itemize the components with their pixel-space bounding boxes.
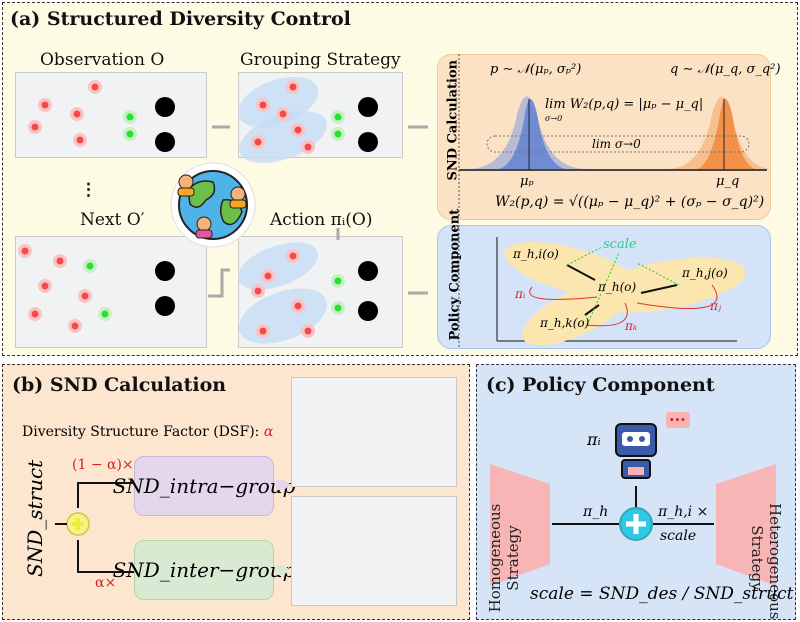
one-minus-alpha-label: (1 − α)× [72, 457, 134, 473]
pi-hj-label: π_h,j(o) [682, 266, 728, 280]
lim-label: lim σ→0 [592, 137, 641, 151]
red-agent [71, 322, 79, 330]
landmark [155, 97, 175, 117]
limit-equation: lim W₂(p,q) = |μₚ − μ_q| [545, 97, 704, 112]
grouping-label: Grouping Strategy [240, 50, 401, 70]
green-agent [86, 262, 94, 270]
pi-j-label: πⱼ [710, 299, 722, 313]
mu-p-label: μₚ [520, 174, 534, 189]
red-agent [294, 126, 302, 134]
alpha-symbol: α [263, 424, 274, 440]
red-agent [254, 138, 262, 146]
limit-subscript: σ→0 [545, 114, 563, 123]
panel-b-title: (b) SND Calculation [12, 374, 227, 396]
red-agent [259, 327, 267, 335]
pi-hi-input: π_h,i × [658, 504, 709, 520]
landmark [358, 261, 378, 281]
landmark [358, 97, 378, 117]
landmark [358, 301, 378, 321]
red-agent [73, 110, 81, 118]
red-agent [31, 310, 39, 318]
w2-equation: W₂(p,q) = √((μₚ − μ_q)² + (σₚ − σ_q)²) [495, 194, 765, 210]
red-agent [304, 143, 312, 151]
snd-intra-group-box: SND_intra−group [113, 456, 295, 516]
globe-people-icon [170, 162, 256, 248]
intra-group-grid [291, 377, 457, 487]
scale-input: scale [660, 528, 697, 544]
red-agent [56, 257, 64, 265]
green-agent [334, 277, 342, 285]
flow-arrow [208, 268, 230, 298]
green-agent [101, 310, 109, 318]
landmark [155, 296, 175, 316]
snd-inter-group-box: SND_inter−group [113, 540, 295, 600]
panel-a-title: (a) Structured Diversity Control [10, 8, 351, 30]
next-observation-label: Next O′ [80, 210, 145, 230]
q-distribution-label: q ∼ 𝒩(μ_q, σ_q²) [670, 62, 781, 77]
red-agent [259, 101, 267, 109]
red-agent [76, 136, 84, 144]
ellipsis: ⋮ [80, 180, 97, 200]
pi-hi-label: π_h,i(o) [513, 247, 559, 261]
homogeneous-strategy-label: Homogeneous Strategy [486, 503, 522, 613]
group-ellipse [239, 288, 327, 344]
scale-label: scale [603, 237, 637, 252]
mu-q-label: μ_q [716, 174, 740, 189]
observation-grid [15, 72, 207, 158]
red-agent [279, 110, 287, 118]
red-agent [254, 287, 262, 295]
pi-h-input: π_h [583, 504, 609, 520]
panel-c-title: (c) Policy Component [486, 374, 715, 396]
landmark [358, 132, 378, 152]
red-agent [81, 292, 89, 300]
red-agent [41, 282, 49, 290]
green-agent [126, 113, 134, 121]
policy-diagram [490, 412, 776, 586]
action-label: Action πᵢ(O) [270, 210, 373, 230]
dsf-text: Diversity Structure Factor (DSF): [22, 424, 260, 440]
pi-i-label: πᵢ [515, 287, 526, 301]
red-agent [41, 101, 49, 109]
red-agent [289, 252, 297, 260]
heterogeneous-trapezoid [716, 464, 776, 586]
red-agent [294, 302, 302, 310]
gaussian-plot [458, 54, 772, 218]
landmark [155, 132, 175, 152]
pi-i-output: πᵢ [587, 430, 601, 449]
alpha-times-label: α× [95, 575, 117, 591]
speech-bubble-icon [666, 412, 690, 428]
pi-h-label: π_h(o) [598, 280, 637, 294]
red-agent [31, 123, 39, 131]
robot-icon [615, 423, 657, 479]
inter-group-grid [291, 496, 457, 606]
speech-dots: ··· [669, 410, 686, 429]
red-agent [91, 83, 99, 91]
red-agent [264, 272, 272, 280]
red-agent [304, 327, 312, 335]
red-agent [289, 83, 297, 91]
green-agent [126, 130, 134, 138]
observation-label: Observation O [40, 50, 165, 70]
p-distribution-label: p ∼ 𝒩(μₚ, σₚ²) [490, 62, 582, 77]
dsf-label: Diversity Structure Factor (DSF): α [22, 424, 273, 440]
scale-equation: scale = SND_des / SND_struct [530, 584, 794, 604]
green-agent [334, 130, 342, 138]
snd-combination-arrows [55, 480, 290, 575]
landmark [155, 261, 175, 281]
green-agent [334, 113, 342, 121]
homogeneous-trapezoid [490, 464, 550, 586]
pi-hk-label: π_h,k(o) [540, 316, 590, 330]
green-agent [334, 304, 342, 312]
pi-k-label: πₖ [625, 319, 638, 333]
red-agent [21, 247, 29, 255]
policy-plot [458, 225, 746, 347]
